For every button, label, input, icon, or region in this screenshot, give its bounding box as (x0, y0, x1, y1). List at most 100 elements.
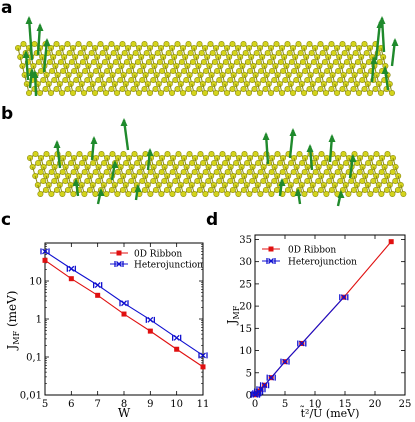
atom (389, 191, 396, 198)
atom (273, 40, 280, 47)
up-arrow-icon (36, 23, 44, 31)
atom (77, 49, 84, 56)
atom (141, 187, 148, 194)
atom (81, 90, 88, 97)
atom (370, 178, 377, 185)
atom (328, 187, 335, 194)
data-point (339, 294, 349, 301)
atom (49, 68, 56, 75)
x-tick-label: 8 (121, 399, 127, 410)
atom (304, 164, 311, 171)
up-arrow-icon (306, 144, 314, 152)
atom (361, 40, 368, 47)
atom (64, 86, 71, 93)
y-axis-label: JMF (225, 305, 241, 326)
atom (339, 40, 346, 47)
atom (165, 49, 172, 56)
atom (381, 178, 388, 185)
up-arrow-icon (27, 17, 34, 61)
atom (299, 58, 306, 65)
legend-entry: Heterojunction (134, 261, 203, 271)
atom (46, 160, 53, 167)
atom (280, 68, 287, 75)
atom (312, 191, 319, 198)
atom (70, 191, 77, 198)
data-point (256, 386, 266, 393)
atom (158, 191, 165, 198)
atom (224, 169, 231, 176)
atom (207, 187, 214, 194)
up-arrow-icon (111, 160, 119, 168)
x-tick-label: 9 (147, 399, 153, 410)
atom (191, 169, 198, 176)
atom (224, 90, 231, 97)
atom (359, 164, 366, 171)
atom (235, 169, 242, 176)
atom (216, 77, 223, 84)
atom (354, 58, 361, 65)
atom (163, 40, 170, 47)
atom (284, 187, 291, 194)
atom (213, 169, 220, 176)
atom (352, 49, 359, 56)
atom (233, 58, 240, 65)
atom (293, 164, 300, 171)
atom (278, 90, 285, 97)
atom (141, 40, 148, 47)
atom (186, 151, 193, 158)
up-arrow-icon (262, 132, 270, 140)
atom (197, 151, 204, 158)
atom (81, 191, 88, 198)
atom (119, 40, 126, 47)
atom (326, 178, 333, 185)
atom (156, 160, 163, 167)
atom (343, 58, 350, 65)
atom (128, 77, 135, 84)
atom (227, 178, 234, 185)
y-tick-label: 25 (239, 279, 252, 290)
atom (225, 68, 232, 75)
atom (92, 90, 99, 97)
atom (284, 86, 291, 93)
atom (224, 191, 231, 198)
x-axis-label: W (118, 406, 131, 420)
atom (229, 40, 236, 47)
atom (141, 86, 148, 93)
atom (317, 187, 324, 194)
atom (114, 169, 121, 176)
atom (356, 191, 363, 198)
atom (324, 68, 331, 75)
atom (271, 77, 278, 84)
atom (304, 178, 311, 185)
x-tick-label: 0 (252, 399, 258, 410)
ribbon-structure-b (26, 118, 407, 207)
atom (161, 178, 168, 185)
atom (247, 68, 254, 75)
atom (348, 77, 355, 84)
up-arrow-icon (28, 68, 36, 76)
atom (61, 53, 68, 60)
atom (125, 191, 132, 198)
atom (267, 90, 274, 97)
atom (268, 191, 275, 198)
atom (98, 151, 105, 158)
atom (101, 160, 108, 167)
up-arrow-icon (294, 188, 302, 196)
atom (264, 49, 271, 56)
up-arrow-icon (391, 38, 399, 46)
atom (53, 40, 60, 47)
atom (387, 160, 394, 167)
atom (227, 77, 234, 84)
atom (158, 90, 165, 97)
atom (218, 40, 225, 47)
atom (240, 86, 247, 93)
atom (123, 160, 130, 167)
atom (230, 151, 237, 158)
data-point (147, 328, 153, 334)
atom (392, 164, 399, 171)
y-tick-label: 20 (239, 302, 252, 313)
atom (260, 178, 267, 185)
atom (302, 68, 309, 75)
atom (231, 49, 238, 56)
atom (196, 187, 203, 194)
